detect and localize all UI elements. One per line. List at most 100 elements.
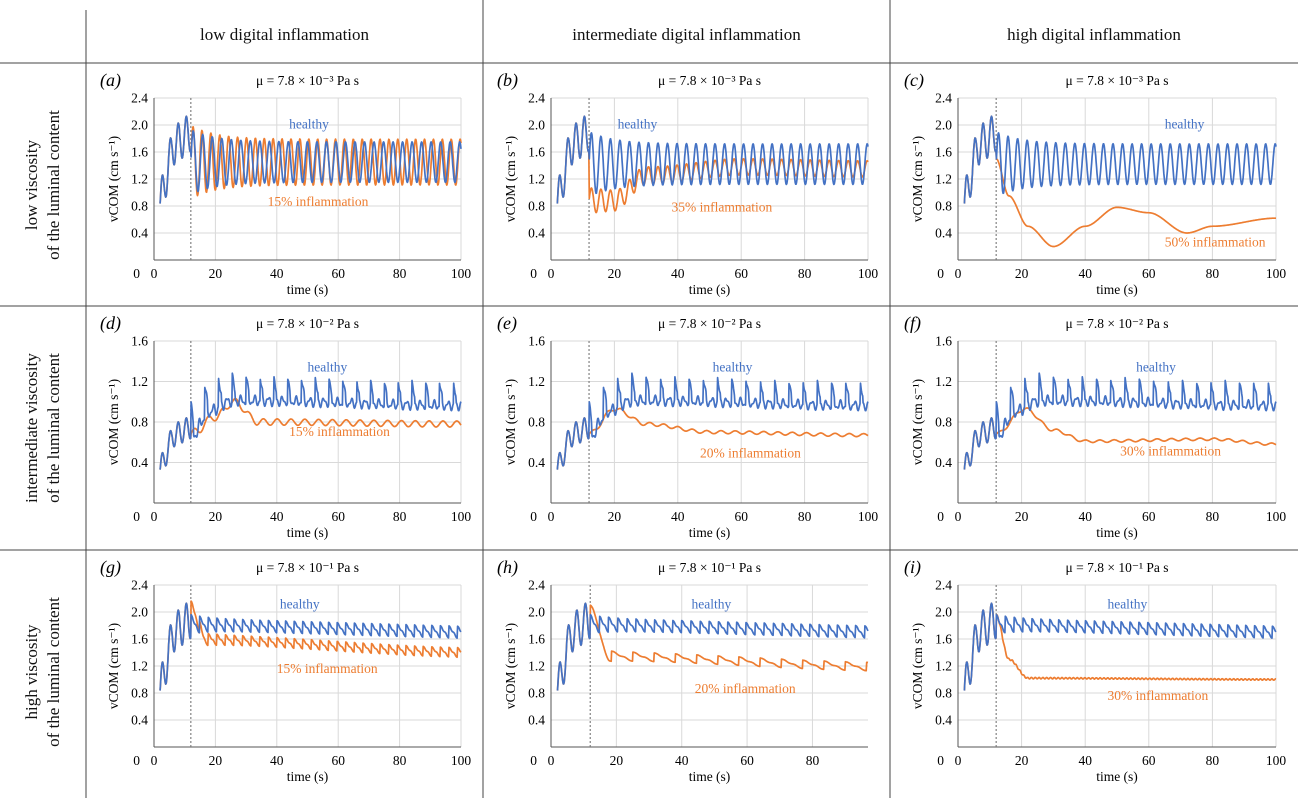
chart-panel-a: (a) μ = 7.8 × 10⁻³ Pa s 0 20 40 60 80 100 0.4 0.8… xyxy=(86,64,483,306)
y-axis-label: vCOM (cm s⁻¹) xyxy=(106,623,121,709)
panel-letter: (g) xyxy=(100,557,121,578)
series-inflamed-line xyxy=(159,115,462,204)
chart-title: μ = 7.8 × 10⁻³ Pa s xyxy=(1065,73,1168,88)
y-tick-label: 1.6 xyxy=(528,334,545,349)
row-label-line2: of the luminal content xyxy=(44,597,63,747)
inflammation-label: 15% inflammation xyxy=(289,424,390,439)
series-inflamed-line xyxy=(159,600,462,691)
chart-svg: (h) μ = 7.8 × 10⁻¹ Pa s 0 20 40 60 80 0.4 0.8 1.2… xyxy=(497,557,869,784)
inflammation-label: 20% inflammation xyxy=(695,681,796,696)
y-axis-label: vCOM (cm s⁻¹) xyxy=(503,136,518,222)
x-tick-label: 20 xyxy=(1015,509,1029,524)
x-tick-label: 80 xyxy=(393,753,407,768)
y-tick-label: 1.6 xyxy=(528,145,545,160)
y-tick-label: 0.8 xyxy=(131,199,148,214)
chart-svg: (c) μ = 7.8 × 10⁻³ Pa s 0 20 40 60 80 100 0.4 0.8… xyxy=(904,70,1287,297)
chart-svg: (f) μ = 7.8 × 10⁻² Pa s 0 20 40 60 80 100 0.4 0.8… xyxy=(904,313,1287,540)
x-axis-label: time (s) xyxy=(287,769,329,784)
inflammation-label: 20% inflammation xyxy=(700,445,801,460)
x-tick-label: 20 xyxy=(209,266,223,281)
x-tick-label: 100 xyxy=(451,509,472,524)
y-tick-label: 2.4 xyxy=(528,91,545,106)
series-healthy-line xyxy=(556,372,869,470)
chart-title: μ = 7.8 × 10⁻¹ Pa s xyxy=(658,560,761,575)
x-tick-label: 0 xyxy=(548,753,555,768)
chart-title: μ = 7.8 × 10⁻¹ Pa s xyxy=(256,560,359,575)
chart-svg: (d) μ = 7.8 × 10⁻² Pa s 0 20 40 60 80 100 0.4 0.8… xyxy=(100,313,472,540)
y-axis-label: vCOM (cm s⁻¹) xyxy=(106,379,121,465)
y-tick-label: 1.6 xyxy=(131,632,148,647)
x-tick-label: 100 xyxy=(451,266,472,281)
origin-label: 0 xyxy=(133,753,140,768)
x-tick-label: 100 xyxy=(1266,266,1287,281)
x-axis-label: time (s) xyxy=(1096,282,1138,297)
y-tick-label: 0.8 xyxy=(528,199,545,214)
chart-svg: (e) μ = 7.8 × 10⁻² Pa s 0 20 40 60 80 100 0.4 0.8… xyxy=(497,313,878,540)
x-tick-label: 0 xyxy=(151,753,158,768)
y-tick-label: 2.4 xyxy=(528,578,545,593)
chart-title: μ = 7.8 × 10⁻² Pa s xyxy=(256,316,359,331)
x-axis-label: time (s) xyxy=(689,525,731,540)
y-tick-label: 1.6 xyxy=(528,632,545,647)
x-tick-label: 0 xyxy=(955,509,962,524)
chart-panel-b: (b) μ = 7.8 × 10⁻³ Pa s 0 20 40 60 80 100 0.4 0.8… xyxy=(483,64,890,306)
origin-label: 0 xyxy=(530,509,537,524)
x-tick-label: 100 xyxy=(1266,509,1287,524)
chart-panel-h: (h) μ = 7.8 × 10⁻¹ Pa s 0 20 40 60 80 0.4 0.8 1.2… xyxy=(483,551,890,793)
x-tick-label: 20 xyxy=(209,509,223,524)
x-axis-label: time (s) xyxy=(689,769,731,784)
panel-letter: (c) xyxy=(904,70,924,91)
x-tick-label: 40 xyxy=(1078,753,1092,768)
row-label-line1: intermediate viscosity xyxy=(22,353,41,503)
column-header-intermediate: intermediate digital inflammation xyxy=(572,25,801,44)
x-tick-label: 80 xyxy=(1206,509,1220,524)
y-tick-label: 0.8 xyxy=(131,415,148,430)
y-tick-label: 0.8 xyxy=(528,686,545,701)
series-inflamed-line xyxy=(159,397,462,470)
y-axis-label: vCOM (cm s⁻¹) xyxy=(910,379,925,465)
y-tick-label: 0.4 xyxy=(935,713,952,728)
chart-title: μ = 7.8 × 10⁻¹ Pa s xyxy=(1065,560,1168,575)
y-tick-label: 2.0 xyxy=(528,118,545,133)
x-tick-label: 60 xyxy=(1142,753,1156,768)
x-tick-label: 60 xyxy=(1142,509,1156,524)
x-tick-label: 0 xyxy=(548,266,555,281)
x-tick-label: 80 xyxy=(393,266,407,281)
x-tick-label: 60 xyxy=(734,266,748,281)
origin-label: 0 xyxy=(937,753,944,768)
y-tick-label: 0.4 xyxy=(935,455,952,470)
x-tick-label: 40 xyxy=(1078,266,1092,281)
origin-label: 0 xyxy=(530,266,537,281)
chart-panel-g: (g) μ = 7.8 × 10⁻¹ Pa s 0 20 40 60 80 100 0.4 0.8… xyxy=(86,551,483,793)
y-tick-label: 2.4 xyxy=(131,91,148,106)
chart-panel-i: (i) μ = 7.8 × 10⁻¹ Pa s 0 20 40 60 80 100 0.4 0.8… xyxy=(890,551,1298,793)
y-tick-label: 1.2 xyxy=(935,374,952,389)
x-tick-label: 40 xyxy=(270,509,284,524)
y-tick-label: 1.6 xyxy=(131,145,148,160)
y-tick-label: 1.2 xyxy=(131,374,148,389)
x-tick-label: 60 xyxy=(331,509,345,524)
y-tick-label: 2.4 xyxy=(131,578,148,593)
series-healthy-line xyxy=(159,115,462,204)
x-tick-label: 80 xyxy=(806,753,820,768)
x-tick-label: 80 xyxy=(1206,753,1220,768)
x-tick-label: 80 xyxy=(798,509,812,524)
x-tick-label: 40 xyxy=(1078,509,1092,524)
chart-svg: (g) μ = 7.8 × 10⁻¹ Pa s 0 20 40 60 80 100 0.4 0.8… xyxy=(100,557,471,784)
row-label-line1: high viscosity xyxy=(22,624,41,720)
x-tick-label: 60 xyxy=(1142,266,1156,281)
x-axis-label: time (s) xyxy=(287,525,329,540)
chart-svg: (a) μ = 7.8 × 10⁻³ Pa s 0 20 40 60 80 100 0.4 0.8… xyxy=(100,70,472,297)
series-inflamed-line xyxy=(556,407,869,470)
y-tick-label: 1.6 xyxy=(935,145,952,160)
x-tick-label: 20 xyxy=(1015,753,1029,768)
y-tick-label: 1.2 xyxy=(528,374,545,389)
x-tick-label: 40 xyxy=(675,753,689,768)
healthy-label: healthy xyxy=(308,359,348,374)
x-tick-label: 80 xyxy=(393,509,407,524)
y-tick-label: 1.6 xyxy=(935,334,952,349)
row-label-high-viscosity: high viscosity of the luminal content xyxy=(0,551,86,793)
y-axis-label: vCOM (cm s⁻¹) xyxy=(106,136,121,222)
y-tick-label: 1.6 xyxy=(131,334,148,349)
chart-svg: (b) μ = 7.8 × 10⁻³ Pa s 0 20 40 60 80 100 0.4 0.8… xyxy=(497,70,878,297)
